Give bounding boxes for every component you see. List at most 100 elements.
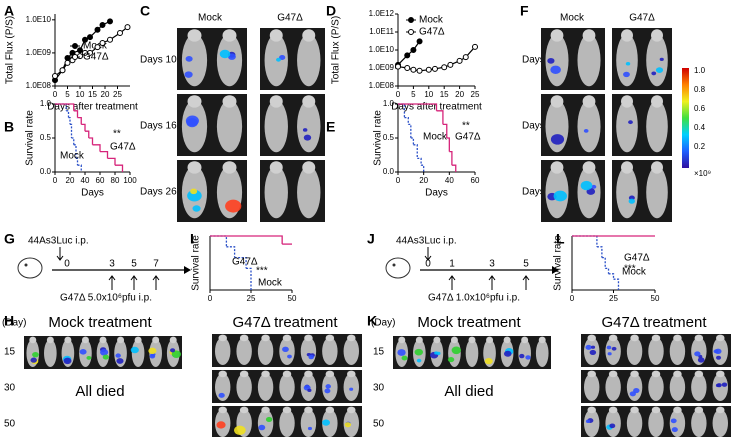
day-tick: 0 [64,259,70,270]
series-label: G47Δ [455,132,481,143]
signal [218,392,225,398]
survival-step [92,144,101,152]
marker [431,65,438,72]
signal [484,358,493,365]
signal [170,348,176,353]
signal [503,350,512,357]
mouse-head [46,336,54,344]
y-tick-label: 1.0E09 [26,48,52,57]
panel-label: I [190,231,194,247]
survival-step [417,157,422,166]
mouse [264,166,288,219]
marker [404,65,411,71]
mouse [465,339,479,368]
series-label: Mock [60,151,85,162]
survival-step [107,157,116,166]
x-tick-label: 50 [288,294,297,303]
marker [94,44,101,51]
mouse-head [152,336,160,344]
y-tick-label: 1.0 [40,99,52,108]
signal [583,129,589,133]
mouse-head [187,95,202,108]
legend-label: G47Δ [83,52,109,63]
arrow [488,275,496,290]
signal [225,199,242,213]
treatment-label: G47Δ 1.0x10⁶pfu i.p. [428,293,520,304]
survival-step [596,246,603,258]
panel-label: E [326,119,335,135]
marker [87,49,93,56]
series-label: G47Δ [110,142,136,153]
mouse-head [304,370,313,378]
mouse-head [282,406,292,414]
x-tick-label: 60 [471,176,480,185]
panel-label: F [520,3,529,19]
mouse [343,373,359,402]
annotation: *** [624,264,636,275]
mouse-head [651,406,661,414]
x-tick-label: 100 [123,176,137,185]
mouse-head [302,161,316,174]
mouse-head [630,334,639,342]
x-tick-label: 5 [65,90,70,99]
mouse-head [608,370,618,378]
arrow [552,266,559,274]
signal [447,357,455,363]
signal [401,355,408,361]
x-axis-label: Days after treatment [47,102,138,113]
x-tick-label: 60 [96,176,105,185]
panel-label: D [326,3,336,19]
mouse-head [218,370,227,378]
died-label: All died [75,383,124,400]
mouse-head [433,336,441,344]
signal [519,353,525,359]
mouse-head [587,406,596,414]
mouse [215,337,231,366]
mouse [343,409,359,437]
survival-step [71,137,75,145]
arrow [448,275,456,290]
mouse [322,337,338,366]
signal [116,358,124,364]
series-label: G47Δ [624,253,650,264]
marker [107,36,113,43]
survival-step [226,246,236,258]
x-tick-label: 0 [570,294,575,303]
group-title: Mock treatment [48,314,152,331]
mouse-head [621,29,633,42]
row-label: Days 16 [140,121,177,132]
signal [265,416,273,423]
signal [525,355,531,360]
survival-step [608,273,615,280]
marker [117,29,123,36]
y-tick-label: 1.0 [383,99,395,108]
marker [99,39,106,46]
mouse [646,100,668,153]
mouse-head [694,406,704,414]
x-axis-label: Days [425,188,448,199]
mouse [626,337,643,366]
mouse [300,409,317,437]
marker [395,63,401,70]
survival-step [76,157,79,166]
mouse-head [282,334,292,342]
arrow [424,247,432,261]
x-tick-label: 0 [208,294,213,303]
mouse-head [716,334,725,342]
signal [302,128,308,132]
mouse [149,339,162,368]
mouse-head [29,336,37,344]
mouse [297,34,321,87]
marker [462,54,469,61]
arrow [152,275,160,290]
marker [404,52,411,59]
marker [416,67,423,74]
mouse-head [608,334,618,342]
x-tick-label: 15 [88,90,97,99]
legend-label: G47Δ [419,27,445,38]
x-tick-label: 25 [247,294,256,303]
mouse-head [651,161,663,174]
mouse [236,373,252,402]
mouse-icon [17,257,43,279]
